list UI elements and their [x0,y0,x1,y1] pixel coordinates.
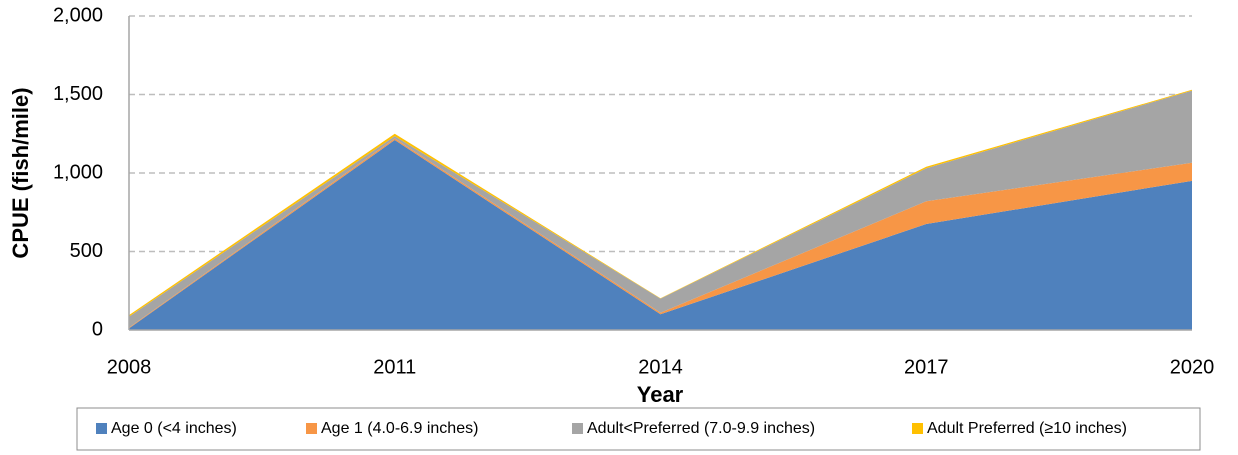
legend-swatch [96,423,107,434]
legend-swatch [572,423,583,434]
x-tick-label: 2008 [107,356,152,378]
legend-label: Age 1 (4.0-6.9 inches) [321,420,478,437]
y-tick-label: 1,500 [53,83,103,105]
legend-label: Age 0 (<4 inches) [111,420,237,437]
legend-label: Adult Preferred (≥10 inches) [927,420,1127,437]
area [129,140,1192,330]
legend-label: Adult<Preferred (7.0-9.9 inches) [587,420,815,437]
x-tick-label: 2011 [373,356,416,378]
legend-box [76,407,1201,451]
y-axis-title: CPUE (fish/mile) [8,87,33,258]
y-tick-label: 2,000 [53,4,103,26]
x-tick-label: 2020 [1170,356,1215,378]
legend-swatch [306,423,317,434]
y-tick-label: 500 [70,240,103,262]
x-tick-label: 2017 [904,356,949,378]
y-tick-label: 1,000 [53,161,103,183]
legend-swatch [912,423,923,434]
x-tick-label: 2014 [638,356,683,378]
x-axis-title: Year [637,382,684,407]
y-tick-label: 0 [92,318,103,340]
